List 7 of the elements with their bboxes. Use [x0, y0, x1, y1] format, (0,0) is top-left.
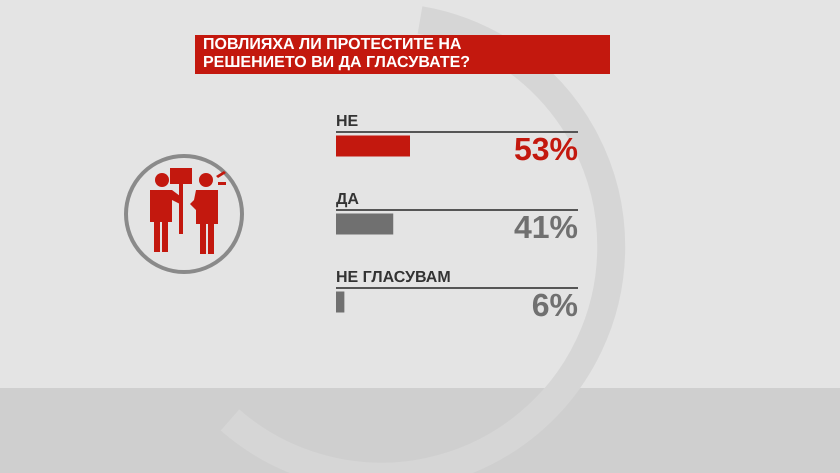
- y-tick-label: НЕ: [336, 113, 359, 130]
- y-tick-label: ДА: [336, 191, 360, 208]
- data-label: 41%: [514, 209, 578, 245]
- data-label: 53%: [514, 131, 578, 167]
- data-label: 6%: [532, 287, 578, 323]
- y-tick-label: НЕ ГЛАСУВАМ: [336, 269, 451, 286]
- chart-title: ПОВЛИЯХА ЛИ ПРОТЕСТИТЕ НА РЕШЕНИЕТО ВИ ДА ГЛАСУВАТЕ?: [203, 36, 472, 72]
